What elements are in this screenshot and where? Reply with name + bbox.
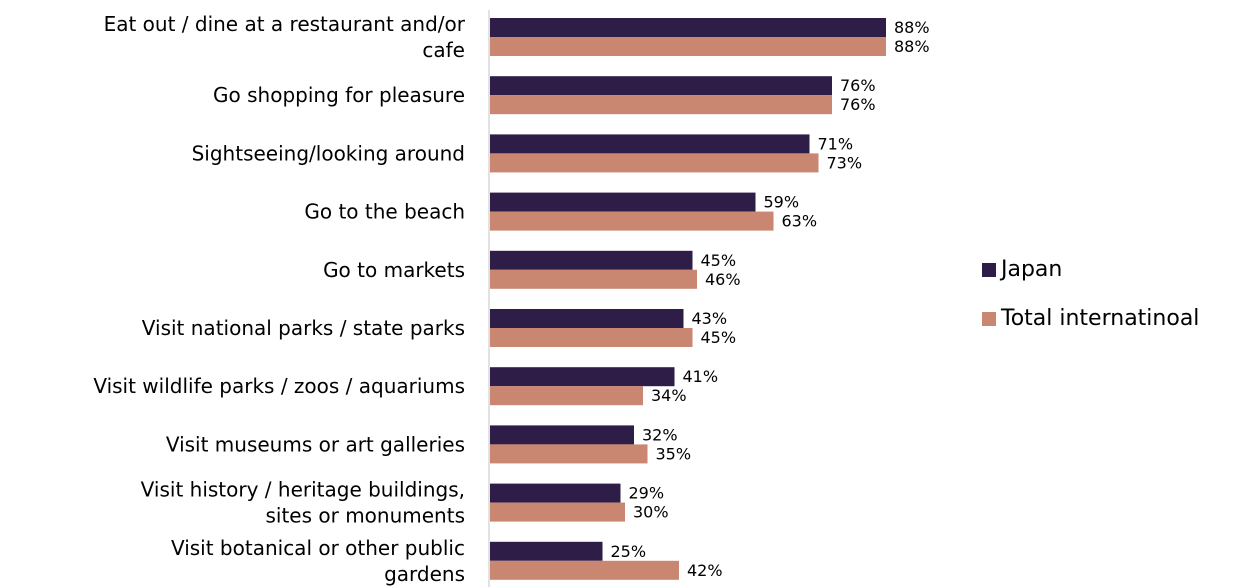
value-labels: 88%88%76%76%71%73%59%63%45%46%43%45%41%3…: [611, 18, 930, 580]
data-label: 41%: [683, 367, 719, 386]
category-label: sites or monuments: [265, 504, 465, 528]
category-label: Visit wildlife parks / zoos / aquariums: [93, 374, 465, 398]
category-label: gardens: [384, 562, 465, 586]
data-label: 35%: [656, 444, 692, 463]
bar-japan: [490, 134, 810, 154]
data-label: 59%: [764, 193, 800, 212]
category-label: Visit botanical or other public: [171, 536, 465, 560]
bar-japan: [490, 367, 675, 387]
bar-japan: [490, 483, 621, 503]
data-label: 32%: [642, 425, 678, 444]
bar-total-international: [490, 211, 774, 231]
bar-total-international: [490, 560, 679, 580]
data-label: 76%: [840, 76, 876, 95]
bar-total-international: [490, 502, 625, 522]
bar-total-international: [490, 328, 693, 347]
bar-total-international: [490, 444, 648, 464]
data-label: 88%: [894, 37, 930, 56]
legend-swatch: [982, 263, 996, 277]
bar-japan: [490, 541, 603, 561]
bar-total-international: [490, 153, 819, 173]
data-label: 73%: [827, 153, 863, 172]
bars: [490, 18, 886, 580]
data-label: 76%: [840, 95, 876, 114]
category-label: Visit national parks / state parks: [142, 316, 465, 340]
category-label: Go to markets: [323, 258, 465, 282]
category-labels: Eat out / dine at a restaurant and/orcaf…: [93, 12, 465, 586]
category-label: Visit museums or art galleries: [166, 432, 465, 456]
bar-japan: [490, 192, 756, 212]
data-label: 43%: [692, 309, 728, 328]
legend-label: Total internatinoal: [1000, 306, 1199, 331]
bar-total-international: [490, 386, 643, 406]
data-label: 71%: [818, 134, 854, 153]
bar-japan: [490, 425, 634, 445]
category-label: Go to the beach: [304, 200, 465, 224]
bar-japan: [490, 18, 886, 37]
data-label: 29%: [629, 484, 665, 503]
data-label: 88%: [894, 18, 930, 37]
data-label: 25%: [611, 542, 647, 561]
bar-japan: [490, 309, 684, 328]
bar-japan: [490, 76, 832, 96]
category-label: Eat out / dine at a restaurant and/or: [104, 12, 466, 36]
data-label: 63%: [782, 212, 818, 231]
bar-total-international: [490, 95, 832, 115]
legend-swatch: [982, 312, 996, 326]
data-label: 30%: [633, 503, 669, 522]
data-label: 34%: [651, 386, 687, 405]
legend-label: Japan: [999, 257, 1062, 282]
category-label: Sightseeing/looking around: [192, 141, 465, 165]
bar-total-international: [490, 269, 697, 289]
category-label: Go shopping for pleasure: [213, 83, 465, 107]
data-label: 42%: [687, 561, 723, 580]
category-label: Visit history / heritage buildings,: [141, 478, 465, 502]
legend: Japan Total internatinoal: [982, 257, 1199, 331]
bar-japan: [490, 250, 693, 270]
data-label: 46%: [705, 270, 741, 289]
data-label: 45%: [701, 328, 737, 347]
category-label: cafe: [422, 38, 465, 62]
bar-total-international: [490, 37, 886, 56]
data-label: 45%: [701, 251, 737, 270]
